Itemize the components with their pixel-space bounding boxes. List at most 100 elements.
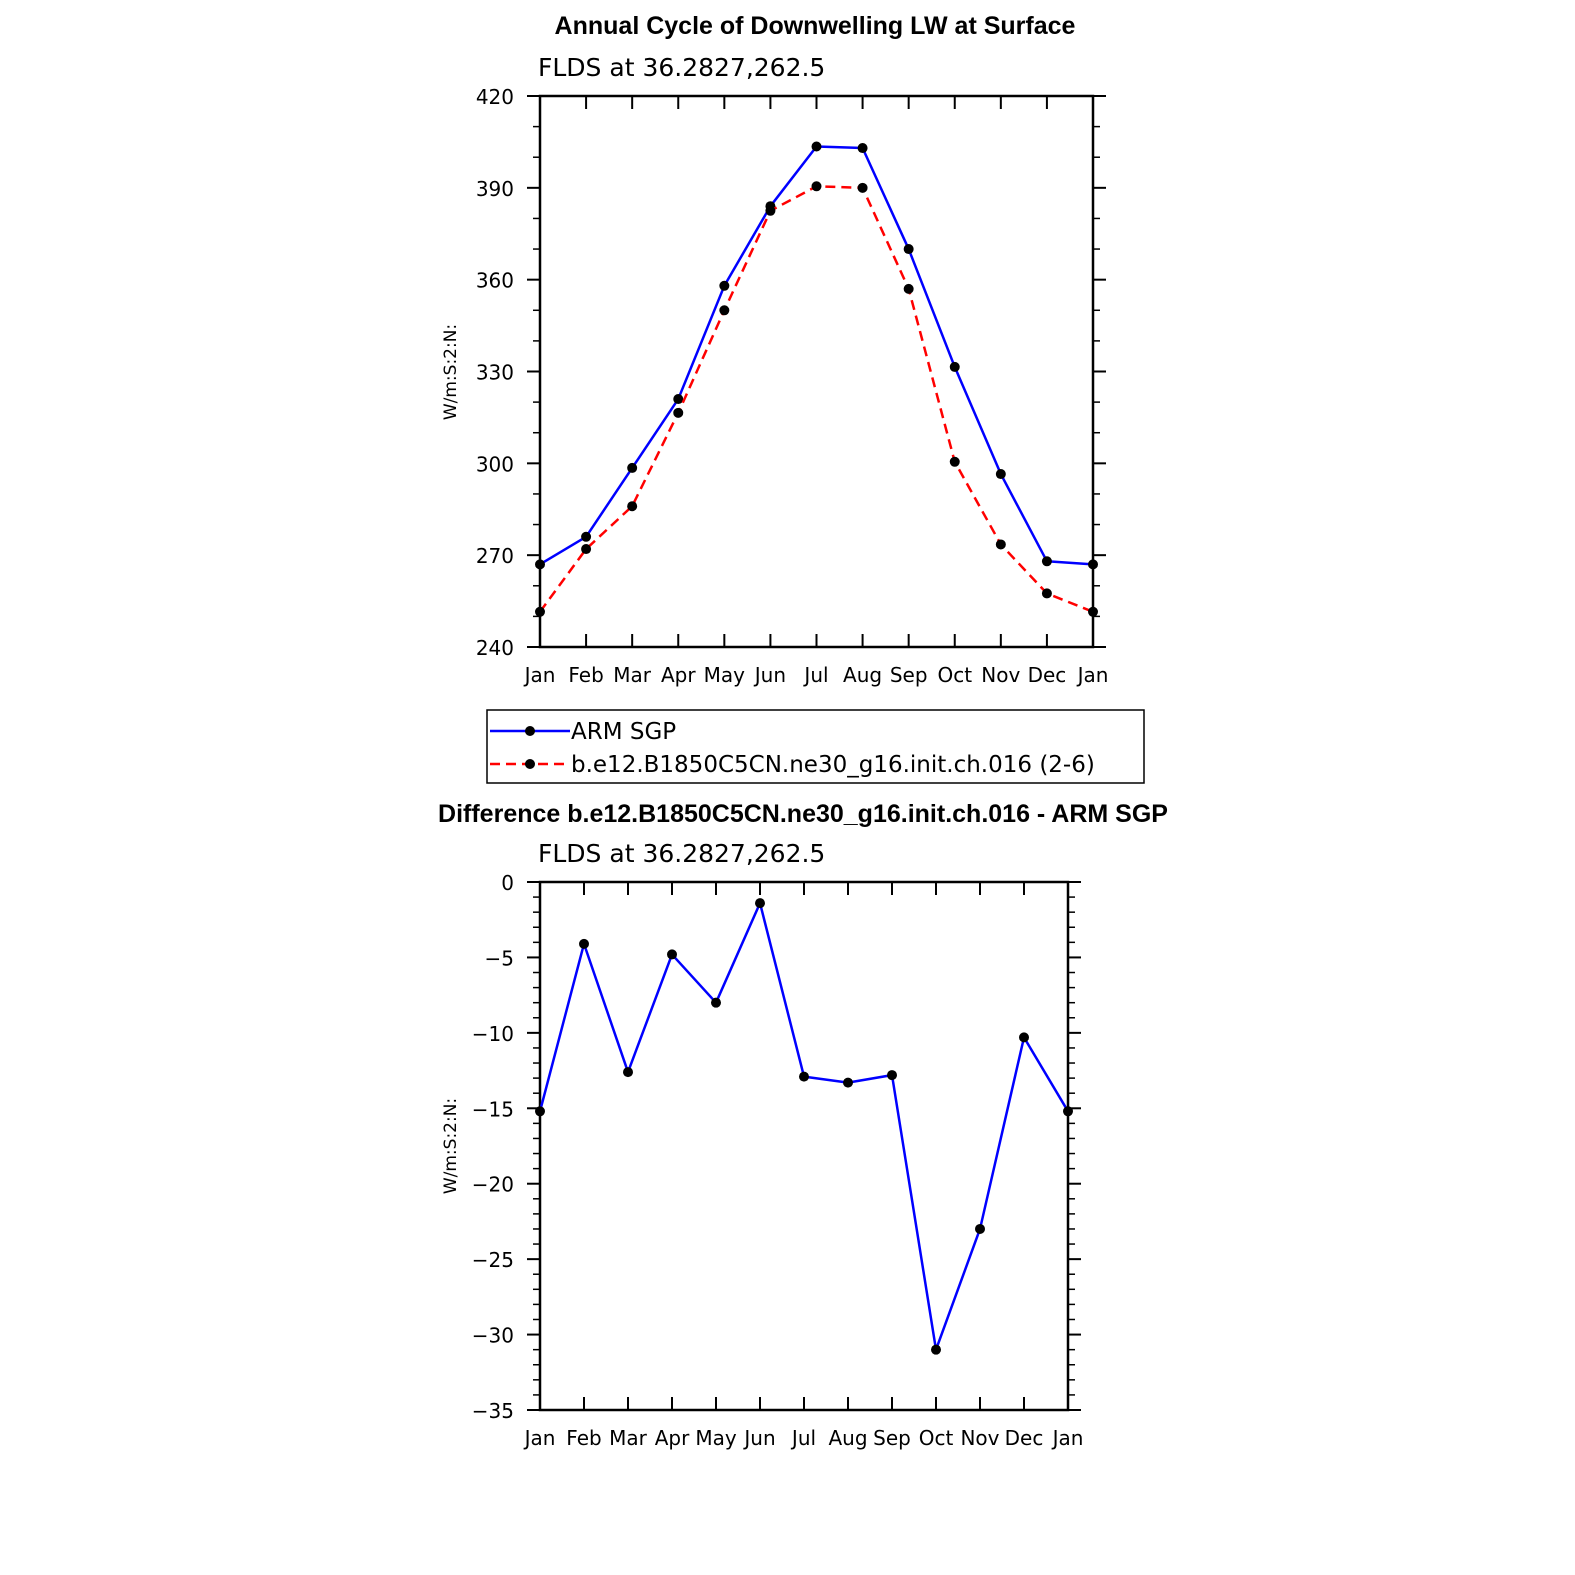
y-tick-label: 420 [476, 85, 514, 109]
chart-subtitle: FLDS at 36.2827,262.5 [538, 839, 825, 868]
series-line-0 [539, 145, 1094, 566]
x-tick-label: Aug [828, 1426, 867, 1450]
y-tick-label: −35 [472, 1399, 514, 1423]
data-point [535, 559, 545, 570]
x-tick-label: Nov [981, 663, 1020, 687]
x-tick-label: Jan [523, 1426, 556, 1450]
data-point [719, 280, 730, 291]
y-tick-label: −30 [472, 1324, 514, 1348]
annual-cycle-chart: Annual Cycle of Downwelling LW at Surfac… [441, 12, 1108, 687]
data-point [811, 141, 822, 152]
x-tick-label: Mar [613, 663, 652, 687]
legend-marker [525, 759, 535, 769]
x-tick-label: May [704, 663, 746, 687]
x-tick-label: Dec [1028, 663, 1067, 687]
data-point [931, 1344, 941, 1355]
data-point [627, 501, 638, 512]
series-line-1 [538, 185, 1094, 613]
x-tick-label: Jun [742, 1426, 775, 1450]
x-tick-label: May [695, 1426, 737, 1450]
data-point [719, 305, 730, 316]
y-tick-label: 330 [476, 361, 514, 385]
x-tick-label: Nov [960, 1426, 999, 1450]
x-tick-label: Oct [937, 663, 972, 687]
x-tick-label: Jul [802, 663, 828, 687]
data-point [535, 1106, 545, 1117]
y-tick-label: 360 [476, 269, 514, 293]
data-point [581, 531, 592, 542]
x-tick-label: Oct [919, 1426, 954, 1450]
data-point [995, 469, 1006, 480]
x-tick-label: Apr [655, 1426, 690, 1450]
data-point [673, 407, 684, 418]
x-tick-label: Jan [1076, 663, 1109, 687]
data-point [1041, 588, 1052, 599]
plot-area: Jan Feb Mar Apr May Jun Jul Aug Sep Oct Nov Dec Jan−… [472, 871, 1084, 1450]
data-point [627, 462, 638, 473]
data-point [765, 205, 776, 216]
legend-label: ARM SGP [571, 719, 676, 745]
x-tick-label: Jan [1051, 1426, 1084, 1450]
chart-title: Annual Cycle of Downwelling LW at Surfac… [555, 12, 1076, 40]
data-point [1088, 559, 1098, 570]
chart-title: Difference b.e12.B1850C5CN.ne30_g16.init… [438, 800, 1168, 828]
series-line-0 [538, 901, 1070, 1351]
plot-frame [538, 880, 1070, 1412]
y-tick-label: 270 [476, 544, 514, 568]
data-point [623, 1067, 633, 1078]
legend-item-model: b.e12.B1850C5CN.ne30_g16.init.ch.016 (2-… [490, 752, 1095, 778]
plot-frame [538, 94, 1095, 649]
data-point [903, 283, 914, 294]
legend-item-arm-sgp: ARM SGP [490, 719, 676, 745]
data-point [673, 394, 684, 405]
data-point [995, 539, 1006, 550]
data-point [975, 1223, 985, 1234]
y-tick-label: −15 [472, 1097, 514, 1121]
data-point [903, 244, 914, 255]
data-point [949, 456, 960, 467]
legend-box [486, 709, 1145, 784]
data-point [887, 1070, 897, 1081]
data-point [581, 544, 592, 555]
data-point [811, 181, 822, 192]
data-point [1019, 1032, 1029, 1043]
data-point [949, 361, 960, 372]
x-tick-label: Aug [843, 663, 882, 687]
x-tick-label: Sep [873, 1426, 911, 1450]
data-point [667, 949, 677, 960]
legend: ARM SGP b.e12.B1850C5CN.ne30_g16.init.ch… [486, 709, 1145, 784]
y-tick-label: 390 [476, 177, 514, 201]
y-tick-label: 0 [501, 871, 514, 895]
data-point [843, 1077, 853, 1088]
legend-label: b.e12.B1850C5CN.ne30_g16.init.ch.016 (2-… [571, 752, 1095, 778]
x-tick-label: Jun [753, 663, 786, 687]
y-axis-label: W/m:S:2:N: [441, 324, 461, 420]
x-tick-label: Apr [661, 663, 696, 687]
data-point [711, 997, 721, 1008]
y-axis-label: W/m:S:2:N: [441, 1098, 461, 1194]
y-tick-label: −5 [485, 946, 514, 970]
x-tick-label: Dec [1005, 1426, 1044, 1450]
data-point [1063, 1106, 1073, 1117]
x-tick-label: Feb [568, 663, 603, 687]
y-tick-label: 300 [476, 452, 514, 476]
data-point [1041, 556, 1052, 567]
chart-subtitle: FLDS at 36.2827,262.5 [538, 53, 825, 82]
y-tick-label: −25 [472, 1248, 514, 1272]
y-tick-label: −20 [472, 1173, 514, 1197]
x-tick-label: Sep [890, 663, 928, 687]
data-point [1088, 606, 1098, 617]
y-tick-label: −10 [472, 1022, 514, 1046]
data-point [579, 938, 589, 949]
x-tick-label: Jul [790, 1426, 816, 1450]
x-tick-label: Jan [523, 663, 556, 687]
data-point [535, 606, 545, 617]
x-tick-label: Feb [566, 1426, 601, 1450]
data-point [857, 143, 868, 154]
difference-chart: Difference b.e12.B1850C5CN.ne30_g16.init… [438, 800, 1168, 1450]
data-point [799, 1071, 809, 1082]
x-tick-label: Mar [609, 1426, 648, 1450]
legend-marker [525, 726, 535, 736]
data-point [857, 182, 868, 193]
